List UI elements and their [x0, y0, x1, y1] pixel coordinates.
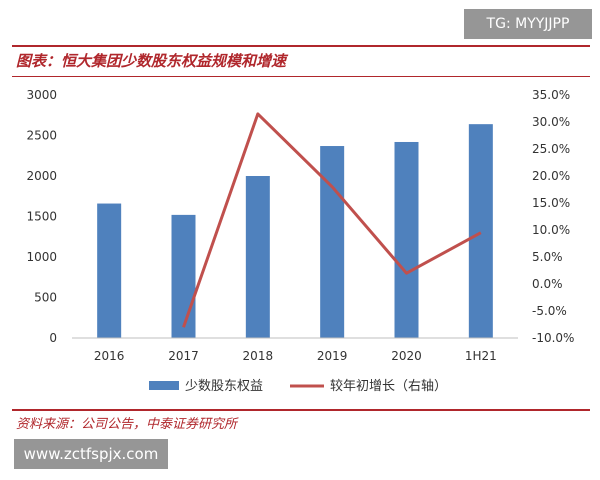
x-tick-label: 2020: [391, 349, 422, 363]
y-tick-label: 0: [49, 331, 57, 345]
y-tick-label: 1000: [26, 250, 57, 264]
series-line: [182, 112, 482, 328]
y-tick-label: 500: [34, 291, 57, 305]
watermark-bottom: www.zctfspjx.com: [14, 439, 168, 469]
y-tick-label: 3000: [26, 88, 57, 102]
y2-tick-label: -5.0%: [532, 304, 567, 318]
watermark-top: TG: MYYJJPP: [464, 9, 592, 39]
x-tick-label: 2018: [243, 349, 274, 363]
legend-label-line: 较年初增长（右轴）: [330, 379, 447, 394]
legend-swatch-bar: [149, 381, 179, 390]
source-rule: [12, 409, 590, 411]
y2-tick-label: -10.0%: [532, 331, 574, 345]
source-note: 资料来源：公司公告，中泰证券研究所: [16, 417, 238, 432]
bar-2018: [245, 176, 270, 338]
x-tick-label: 2017: [168, 349, 199, 363]
legend: 少数股东权益 较年初增长（右轴）: [149, 378, 447, 394]
title-rule-bottom: [12, 76, 590, 77]
bar-1H21: [468, 124, 493, 338]
x-tick-label: 2019: [317, 349, 348, 363]
bar-2020: [394, 141, 419, 338]
title-rule-top: [12, 45, 590, 47]
y-tick-label: 1500: [26, 210, 57, 224]
x-tick-label: 1H21: [465, 349, 497, 363]
y2-tick-label: 10.0%: [532, 223, 570, 237]
y2-tick-label: 20.0%: [532, 169, 570, 183]
bar-2017: [171, 214, 196, 338]
legend-label-bar: 少数股东权益: [185, 378, 263, 394]
y2-tick-label: 5.0%: [532, 250, 563, 264]
bar-2016: [97, 203, 122, 338]
y2-tick-label: 15.0%: [532, 196, 570, 210]
y2-tick-label: 25.0%: [532, 142, 570, 156]
y-tick-label: 2500: [26, 129, 57, 143]
bar-2019: [320, 146, 345, 338]
y2-tick-label: 0.0%: [532, 277, 563, 291]
y2-tick-label: 35.0%: [532, 88, 570, 102]
figure-title: 图表：恒大集团少数股东权益规模和增速: [16, 52, 287, 70]
y-tick-label: 2000: [26, 169, 57, 183]
y2-tick-label: 30.0%: [532, 115, 570, 129]
x-tick-label: 2016: [94, 349, 125, 363]
